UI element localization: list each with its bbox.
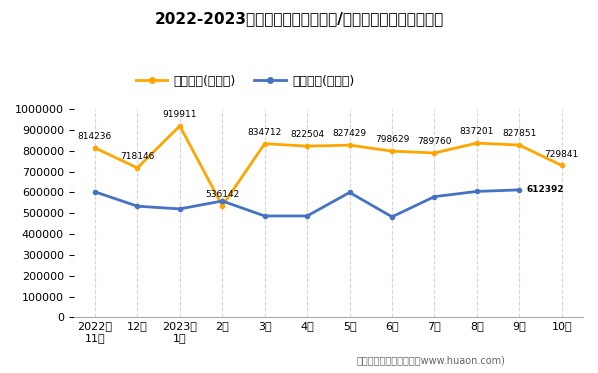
出口总额(万美元) [431, 151, 438, 155]
出口总额(万美元) [176, 124, 184, 128]
进口总额(万美元) [261, 214, 269, 218]
出口总额(万美元) [346, 143, 353, 147]
Text: 798629: 798629 [375, 135, 409, 144]
出口总额(万美元) [91, 145, 99, 150]
出口总额(万美元) [515, 143, 523, 147]
Line: 进口总额(万美元): 进口总额(万美元) [93, 188, 521, 219]
Text: 制图：华经产业研究院（www.huaon.com): 制图：华经产业研究院（www.huaon.com) [356, 355, 505, 366]
Text: 789760: 789760 [417, 137, 451, 146]
Text: 827851: 827851 [502, 129, 536, 138]
Text: 834712: 834712 [248, 128, 282, 137]
出口总额(万美元) [389, 149, 396, 153]
Line: 出口总额(万美元): 出口总额(万美元) [93, 124, 564, 208]
Text: 837201: 837201 [460, 127, 494, 136]
进口总额(万美元) [431, 194, 438, 199]
进口总额(万美元) [91, 189, 99, 194]
Text: 822504: 822504 [290, 130, 324, 139]
出口总额(万美元) [134, 166, 141, 170]
进口总额(万美元) [176, 207, 184, 211]
出口总额(万美元) [473, 141, 480, 145]
Text: 729841: 729841 [545, 150, 579, 159]
出口总额(万美元) [261, 141, 269, 146]
出口总额(万美元) [219, 204, 226, 208]
进口总额(万美元) [219, 199, 226, 203]
进口总额(万美元) [134, 204, 141, 209]
Legend: 出口总额(万美元), 进口总额(万美元): 出口总额(万美元), 进口总额(万美元) [131, 70, 359, 93]
Text: 536142: 536142 [205, 190, 239, 199]
Text: 612392: 612392 [526, 185, 564, 194]
出口总额(万美元) [304, 144, 311, 148]
Text: 2022-2023年宁波市（境内目的地/货源地）进、出口额统计: 2022-2023年宁波市（境内目的地/货源地）进、出口额统计 [154, 11, 444, 26]
Text: 827429: 827429 [332, 129, 367, 138]
进口总额(万美元) [304, 214, 311, 218]
进口总额(万美元) [515, 188, 523, 192]
Text: 814236: 814236 [78, 132, 112, 141]
进口总额(万美元) [473, 189, 480, 194]
Text: 919911: 919911 [163, 110, 197, 119]
进口总额(万美元) [389, 214, 396, 219]
出口总额(万美元) [558, 163, 565, 168]
Text: 718146: 718146 [120, 152, 154, 161]
进口总额(万美元) [346, 190, 353, 195]
